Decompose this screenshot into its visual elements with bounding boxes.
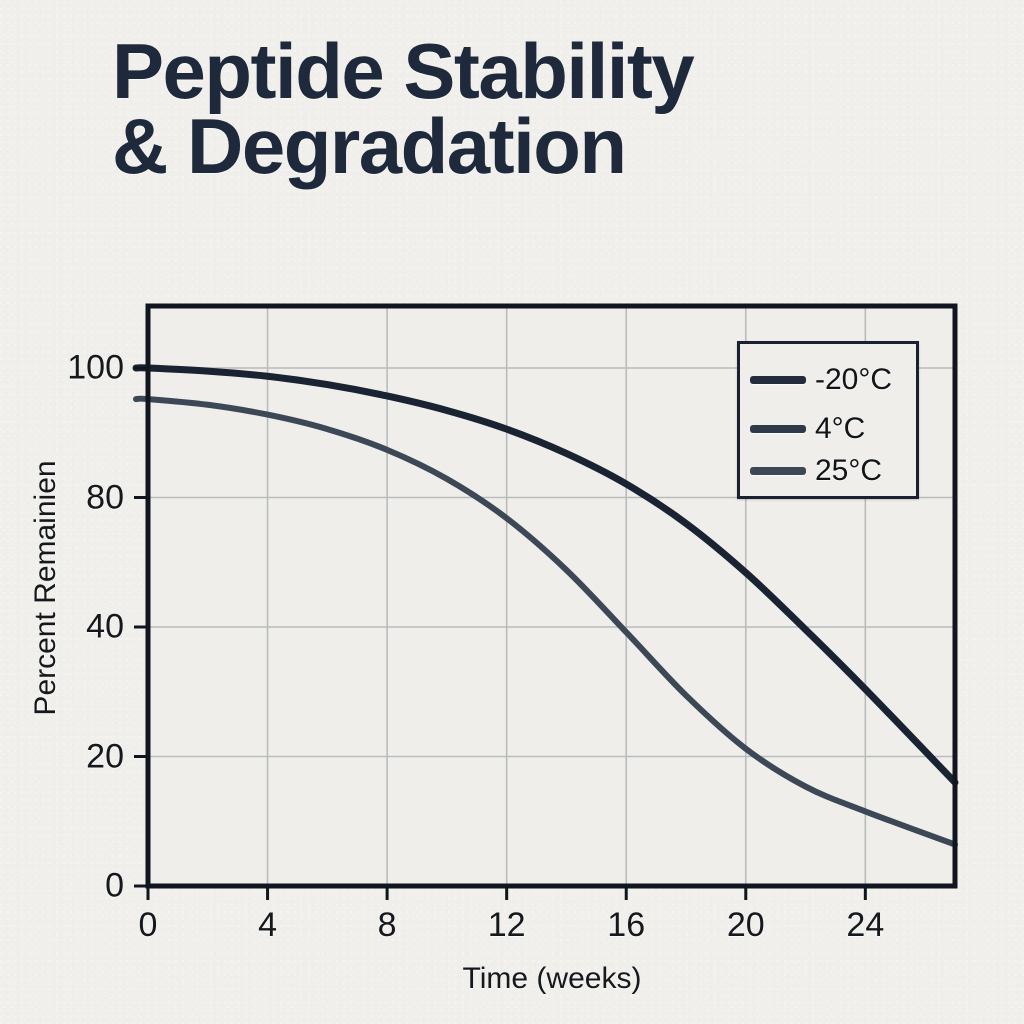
legend-swatch	[750, 376, 806, 384]
chart-legend[interactable]: -20°C 4°C 25°C	[737, 341, 919, 499]
plot-frame	[145, 303, 958, 889]
x-tick-label: 16	[607, 906, 646, 944]
x-tick-label: 20	[726, 906, 765, 944]
y-tick-label: 0	[105, 866, 124, 905]
legend-swatch	[750, 467, 806, 475]
legend-label: -20°C	[815, 363, 893, 396]
legend-item-25c[interactable]: 25°C	[750, 454, 883, 487]
legend-item-20c[interactable]: -20°C	[750, 363, 893, 396]
y-tick-label: 80	[86, 478, 124, 516]
series-line-20c	[132, 364, 959, 786]
y-tick-label: 100	[67, 348, 124, 387]
legend-label: 4°C	[815, 412, 866, 445]
y-axis-label: Percent Remainien	[29, 460, 62, 716]
x-axis-label: Time (weeks)	[462, 962, 642, 995]
x-tick-label: 24	[846, 906, 885, 944]
x-tick-label: 12	[487, 906, 526, 944]
x-tick-label: 4	[258, 906, 277, 944]
series-line-4c	[133, 395, 958, 848]
chart-title: Peptide Stability & Degradation	[112, 27, 695, 190]
y-tick-label: 20	[86, 737, 124, 775]
legend-swatch	[750, 425, 806, 433]
x-tick-label: 0	[138, 906, 158, 944]
y-tick-label: 40	[86, 607, 124, 646]
legend-item-4c[interactable]: 4°C	[750, 412, 866, 445]
data-series-group	[132, 364, 959, 848]
x-tick-label: 8	[377, 906, 397, 944]
tick-marks	[134, 366, 867, 900]
legend-label: 25°C	[815, 454, 883, 487]
